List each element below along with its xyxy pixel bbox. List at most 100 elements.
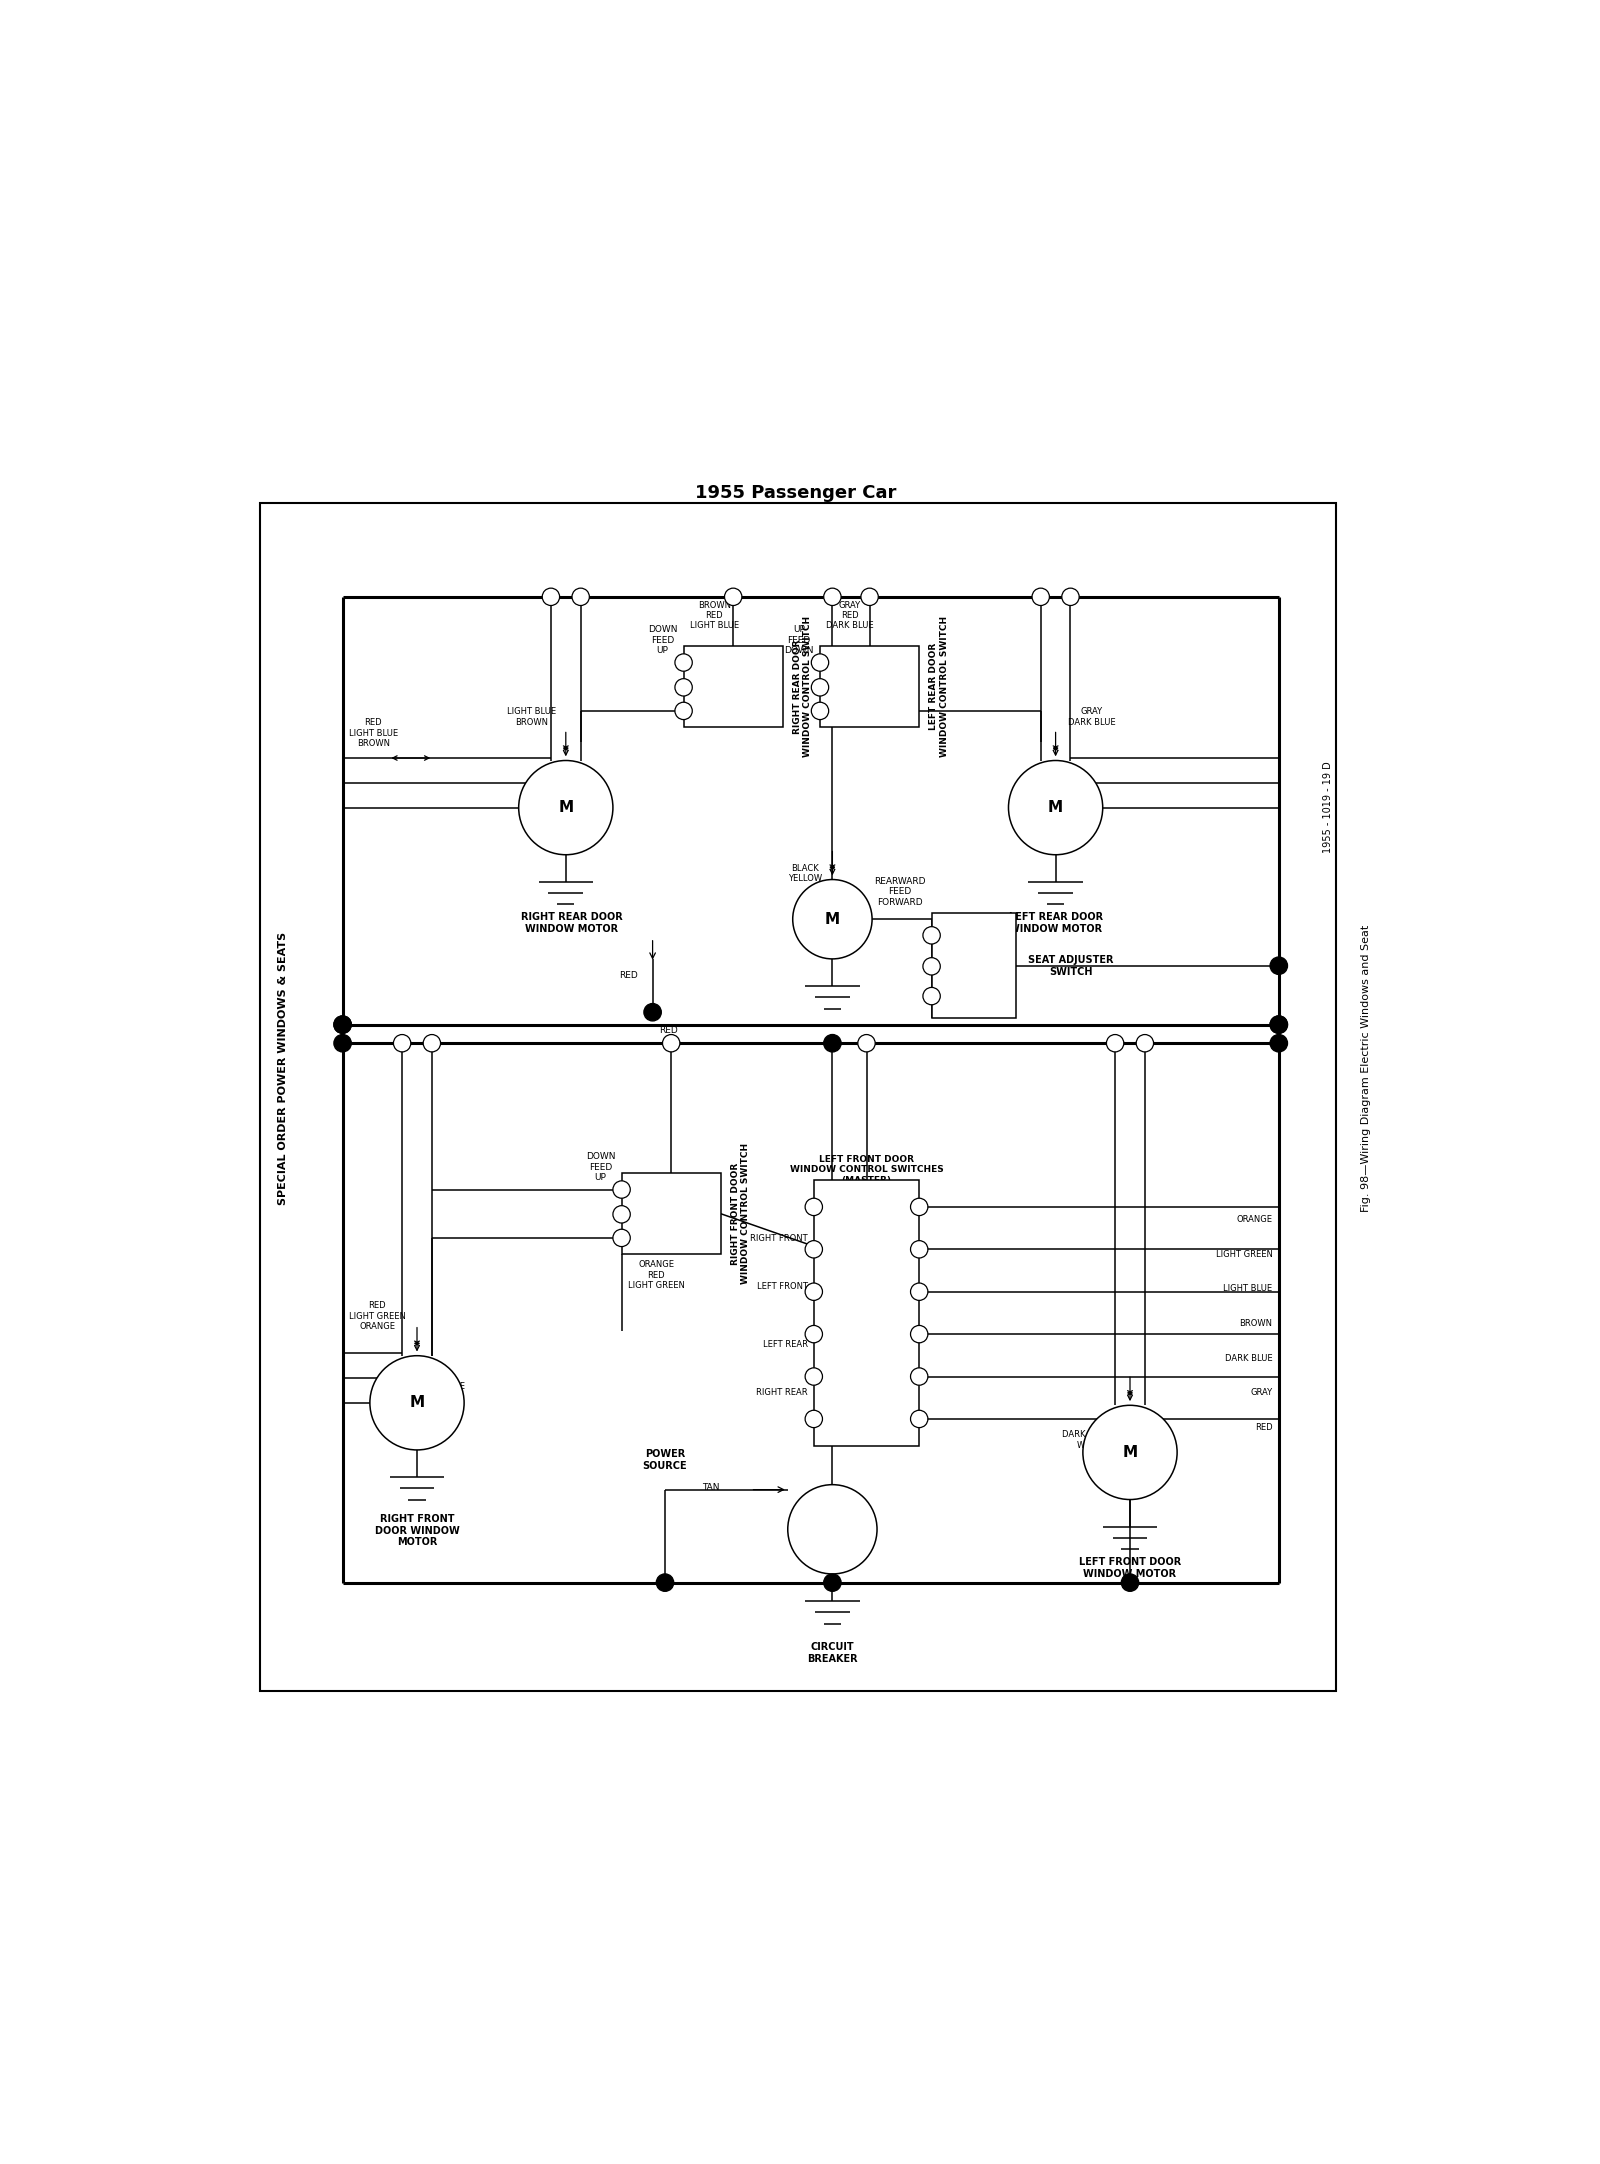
Text: RIGHT REAR DOOR
WINDOW MOTOR: RIGHT REAR DOOR WINDOW MOTOR bbox=[522, 913, 622, 933]
Text: 1955 Passenger Car: 1955 Passenger Car bbox=[694, 485, 896, 502]
Text: POWER
SOURCE: POWER SOURCE bbox=[643, 1450, 688, 1472]
Circle shape bbox=[824, 1034, 842, 1052]
Bar bbox=[819, 647, 918, 727]
Text: LIGHT BLUE
BROWN: LIGHT BLUE BROWN bbox=[507, 708, 555, 727]
Text: Fig. 98—Wiring Diagram Electric Windows and Seat: Fig. 98—Wiring Diagram Electric Windows … bbox=[1360, 924, 1371, 1212]
Circle shape bbox=[334, 1015, 352, 1032]
Circle shape bbox=[811, 654, 829, 671]
Circle shape bbox=[1270, 1015, 1288, 1032]
Text: M: M bbox=[1048, 801, 1062, 816]
Text: RIGHT FRONT: RIGHT FRONT bbox=[750, 1233, 808, 1242]
Circle shape bbox=[1270, 1015, 1288, 1032]
Text: LEFT FRONT DOOR
WINDOW MOTOR: LEFT FRONT DOOR WINDOW MOTOR bbox=[1078, 1556, 1181, 1578]
Circle shape bbox=[334, 1015, 352, 1032]
Text: M: M bbox=[410, 1396, 424, 1411]
Text: ORANGE
LIGHT
GREEN: ORANGE LIGHT GREEN bbox=[429, 1383, 466, 1411]
Circle shape bbox=[662, 1034, 680, 1052]
Circle shape bbox=[811, 679, 829, 697]
Text: RED: RED bbox=[619, 969, 638, 980]
Circle shape bbox=[910, 1411, 928, 1428]
Circle shape bbox=[910, 1199, 928, 1216]
Circle shape bbox=[805, 1368, 822, 1385]
Circle shape bbox=[910, 1240, 928, 1257]
Text: RED
LIGHT BLUE
BROWN: RED LIGHT BLUE BROWN bbox=[349, 718, 398, 749]
Circle shape bbox=[613, 1229, 630, 1246]
Text: LIGHT BLUE: LIGHT BLUE bbox=[1224, 1285, 1272, 1294]
Circle shape bbox=[613, 1182, 630, 1199]
Text: SEAT ADJUSTER
SWITCH: SEAT ADJUSTER SWITCH bbox=[1029, 954, 1114, 976]
Text: LIGHT GREEN: LIGHT GREEN bbox=[1216, 1251, 1272, 1259]
Circle shape bbox=[1083, 1404, 1178, 1500]
Text: DARK GREEN
WHITE: DARK GREEN WHITE bbox=[1062, 1430, 1117, 1450]
Text: RIGHT FRONT
DOOR WINDOW
MOTOR: RIGHT FRONT DOOR WINDOW MOTOR bbox=[374, 1515, 459, 1547]
Circle shape bbox=[805, 1411, 822, 1428]
Circle shape bbox=[858, 1034, 875, 1052]
Circle shape bbox=[805, 1324, 822, 1344]
Text: GRAY
DARK BLUE: GRAY DARK BLUE bbox=[1069, 708, 1115, 727]
Circle shape bbox=[370, 1355, 464, 1450]
Circle shape bbox=[787, 1485, 877, 1573]
Text: LEFT FRONT DOOR
WINDOW CONTROL SWITCHES
(MASTER): LEFT FRONT DOOR WINDOW CONTROL SWITCHES … bbox=[790, 1156, 944, 1184]
Text: DARK BLUE: DARK BLUE bbox=[1226, 1355, 1272, 1363]
Circle shape bbox=[1107, 1034, 1123, 1052]
Text: LEFT FRONT: LEFT FRONT bbox=[757, 1281, 808, 1290]
Circle shape bbox=[573, 589, 589, 606]
Circle shape bbox=[1062, 589, 1078, 606]
Bar bbox=[683, 647, 782, 727]
Text: ORANGE: ORANGE bbox=[1237, 1216, 1272, 1225]
Circle shape bbox=[334, 1034, 352, 1052]
Circle shape bbox=[643, 1004, 661, 1021]
Circle shape bbox=[1008, 760, 1102, 855]
Circle shape bbox=[811, 703, 829, 721]
Text: REARWARD
FEED
FORWARD: REARWARD FEED FORWARD bbox=[874, 876, 925, 907]
Text: BROWN
RED
LIGHT BLUE: BROWN RED LIGHT BLUE bbox=[690, 602, 739, 630]
Circle shape bbox=[805, 1283, 822, 1301]
Circle shape bbox=[792, 879, 872, 959]
Bar bbox=[259, 502, 1336, 1690]
Circle shape bbox=[1122, 1573, 1139, 1591]
Circle shape bbox=[910, 1368, 928, 1385]
Text: BROWN: BROWN bbox=[1240, 1320, 1272, 1329]
Circle shape bbox=[675, 679, 693, 697]
Circle shape bbox=[675, 703, 693, 721]
Circle shape bbox=[1270, 956, 1288, 974]
Text: BLACK
YELLOW: BLACK YELLOW bbox=[789, 863, 822, 883]
Circle shape bbox=[923, 959, 941, 976]
Text: RED: RED bbox=[659, 1026, 677, 1034]
Text: RIGHT FRONT DOOR
WINDOW CONTROL SWITCH: RIGHT FRONT DOOR WINDOW CONTROL SWITCH bbox=[731, 1143, 750, 1283]
Circle shape bbox=[656, 1573, 674, 1591]
Text: LEFT REAR: LEFT REAR bbox=[763, 1340, 808, 1350]
Text: RIGHT REAR: RIGHT REAR bbox=[755, 1389, 808, 1398]
Circle shape bbox=[613, 1205, 630, 1223]
Text: TAN: TAN bbox=[702, 1482, 720, 1493]
Circle shape bbox=[725, 589, 742, 606]
Circle shape bbox=[675, 654, 693, 671]
Text: LEFT REAR DOOR
WINDOW CONTROL SWITCH: LEFT REAR DOOR WINDOW CONTROL SWITCH bbox=[930, 617, 949, 757]
Bar bbox=[621, 1173, 722, 1253]
Text: GRAY
RED
DARK BLUE: GRAY RED DARK BLUE bbox=[826, 602, 874, 630]
Bar bbox=[931, 913, 1016, 1019]
Circle shape bbox=[1032, 589, 1050, 606]
Text: RED: RED bbox=[1254, 1424, 1272, 1433]
Circle shape bbox=[1270, 1034, 1288, 1052]
Circle shape bbox=[824, 1573, 842, 1591]
Circle shape bbox=[861, 589, 878, 606]
Text: SPECIAL ORDER POWER WINDOWS & SEATS: SPECIAL ORDER POWER WINDOWS & SEATS bbox=[278, 931, 288, 1205]
Circle shape bbox=[910, 1324, 928, 1344]
Text: DOWN
FEED
UP: DOWN FEED UP bbox=[648, 625, 677, 656]
Circle shape bbox=[1136, 1034, 1154, 1052]
Circle shape bbox=[518, 760, 613, 855]
Text: 1955 - 1019 - 19 D: 1955 - 1019 - 19 D bbox=[1323, 762, 1333, 853]
Text: DOWN
FEED
UP: DOWN FEED UP bbox=[586, 1151, 616, 1182]
Text: M: M bbox=[1123, 1446, 1138, 1461]
Circle shape bbox=[923, 987, 941, 1004]
Circle shape bbox=[910, 1283, 928, 1301]
Text: RED
LIGHT GREEN
ORANGE: RED LIGHT GREEN ORANGE bbox=[349, 1301, 406, 1331]
Circle shape bbox=[923, 926, 941, 944]
Text: ORANGE
RED
LIGHT GREEN: ORANGE RED LIGHT GREEN bbox=[627, 1259, 685, 1290]
Text: CIRCUIT
BREAKER: CIRCUIT BREAKER bbox=[806, 1642, 858, 1664]
Circle shape bbox=[805, 1240, 822, 1257]
Text: LEFT REAR DOOR
WINDOW MOTOR: LEFT REAR DOOR WINDOW MOTOR bbox=[1008, 913, 1102, 933]
Circle shape bbox=[805, 1199, 822, 1216]
Text: RIGHT REAR DOOR
WINDOW CONTROL SWITCH: RIGHT REAR DOOR WINDOW CONTROL SWITCH bbox=[792, 617, 813, 757]
